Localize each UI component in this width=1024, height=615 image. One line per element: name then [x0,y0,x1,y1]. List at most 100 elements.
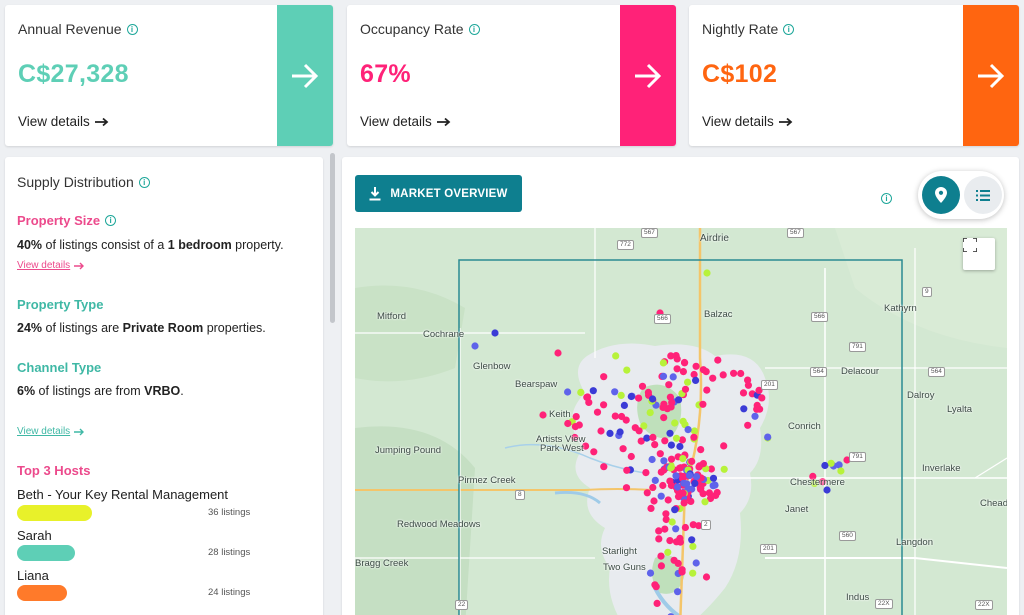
listing-marker[interactable] [659,359,667,367]
listing-marker[interactable] [667,455,676,463]
listing-marker[interactable] [680,358,689,367]
listing-marker[interactable] [679,417,687,425]
listing-marker[interactable] [753,405,761,413]
view-details-link[interactable]: View details [360,114,451,129]
listing-marker[interactable] [709,474,718,482]
listing-marker[interactable] [681,523,689,532]
listing-marker[interactable] [539,411,547,419]
listing-marker[interactable] [611,412,619,420]
listing-marker[interactable] [593,408,602,416]
listing-marker[interactable] [659,403,667,411]
listing-marker[interactable] [611,388,619,396]
listing-marker[interactable] [622,416,630,424]
listing-marker[interactable] [590,448,598,456]
view-details-link[interactable]: View details [18,114,109,129]
listing-marker[interactable] [660,414,668,422]
listing-marker[interactable] [758,394,766,402]
listing-marker[interactable] [638,382,647,390]
listing-marker[interactable] [671,419,679,427]
info-icon[interactable]: i [881,188,892,206]
listing-marker[interactable] [673,365,681,373]
listing-marker[interactable] [695,462,704,470]
info-icon[interactable]: i [105,215,117,226]
listing-marker[interactable] [669,373,677,381]
listing-marker[interactable] [843,456,851,464]
listing-marker[interactable] [554,349,562,357]
listing-marker[interactable] [692,376,700,384]
listing-marker[interactable] [835,461,843,469]
listing-marker[interactable] [661,437,669,445]
listing-marker[interactable] [583,393,591,401]
listing-marker[interactable] [627,452,635,461]
listing-marker[interactable] [720,465,728,473]
listing-marker[interactable] [707,465,715,473]
listing-marker[interactable] [491,329,499,337]
info-icon[interactable]: i [783,23,795,35]
listing-marker[interactable] [582,442,590,450]
listing-marker[interactable] [672,538,681,546]
market-overview-button[interactable]: MARKET OVERVIEW [355,175,522,212]
listing-marker[interactable] [577,388,585,396]
listing-marker[interactable] [667,463,675,471]
listing-marker[interactable] [649,395,657,403]
listing-marker[interactable] [703,269,711,277]
listing-marker[interactable] [705,489,713,497]
listing-marker[interactable] [740,405,748,413]
listing-marker[interactable] [623,366,631,374]
listing-marker[interactable] [657,552,665,560]
listing-marker[interactable] [571,423,579,431]
listing-marker[interactable] [689,521,697,529]
listing-marker[interactable] [471,342,479,350]
listing-marker[interactable] [703,386,711,394]
listing-marker[interactable] [655,535,663,543]
listing-marker[interactable] [646,569,655,577]
listing-marker[interactable] [675,396,683,404]
listing-marker[interactable] [702,573,711,581]
listing-marker[interactable] [649,433,657,441]
listing-marker[interactable] [637,437,645,445]
listing-marker[interactable] [622,484,631,492]
listing-marker[interactable] [564,388,572,396]
listing-marker[interactable] [692,559,700,567]
listing-marker[interactable] [699,400,707,408]
listing-marker[interactable] [695,522,703,530]
listing-marker[interactable] [680,479,688,487]
listing-marker[interactable] [691,479,699,487]
listing-marker[interactable] [657,562,665,570]
listing-marker[interactable] [685,471,694,479]
listing-marker[interactable] [640,422,648,430]
listing-marker[interactable] [764,433,772,441]
listing-marker[interactable] [666,537,674,545]
listing-marker[interactable] [651,476,659,484]
listing-marker[interactable] [679,455,687,463]
list-view-button[interactable] [964,176,1002,214]
listing-marker[interactable] [755,386,763,394]
listing-marker[interactable] [643,489,651,497]
listing-marker[interactable] [674,588,682,596]
listing-marker[interactable] [720,442,728,450]
listing-marker[interactable] [667,352,675,360]
listing-marker[interactable] [667,441,675,449]
listing-marker[interactable] [672,525,680,533]
info-icon[interactable]: i [468,23,480,35]
listing-marker[interactable] [657,468,665,476]
listing-marker[interactable] [600,401,608,409]
listing-marker[interactable] [810,479,819,487]
listing-marker[interactable] [666,393,674,401]
listing-marker[interactable] [678,436,686,444]
listing-marker[interactable] [690,433,698,441]
listing-marker[interactable] [680,499,688,507]
listing-marker[interactable] [714,356,722,364]
listing-marker[interactable] [623,466,631,474]
listing-marker[interactable] [642,469,650,477]
listing-marker[interactable] [699,490,707,498]
listing-marker[interactable] [616,428,624,436]
listing-marker[interactable] [680,472,688,481]
listing-marker[interactable] [739,389,748,397]
listing-marker[interactable] [664,548,672,556]
listing-marker[interactable] [661,525,669,533]
listing-marker[interactable] [589,387,597,395]
kpi-arrow-button[interactable] [620,5,676,146]
listing-marker[interactable] [571,433,579,442]
listing-marker[interactable] [617,391,625,399]
